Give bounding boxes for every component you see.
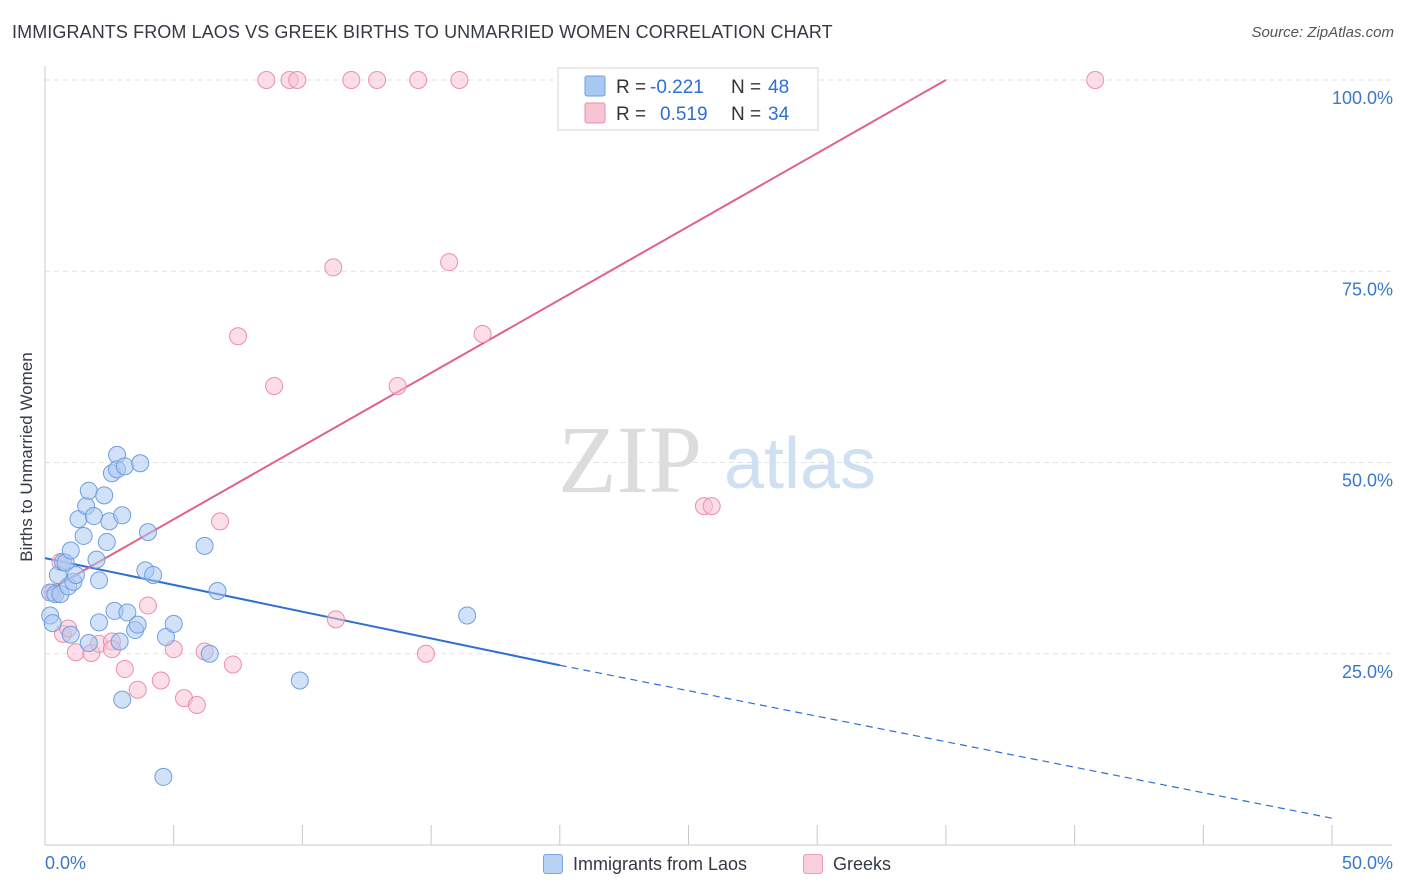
legend-swatch-greeks [584, 102, 606, 124]
point-greeks [211, 512, 230, 531]
point-greeks [473, 324, 492, 343]
point-laos [90, 613, 109, 632]
legend-n-value-greeks: 34 [768, 104, 790, 125]
point-greeks [223, 655, 242, 674]
bottom-legend-label-laos: Immigrants from Laos [573, 853, 748, 874]
axis-layer [44, 66, 1392, 846]
point-laos [84, 507, 103, 526]
legend-r-value-greeks: 0.519 [660, 104, 708, 125]
point-greeks [115, 660, 134, 679]
point-laos [87, 550, 106, 569]
legend-n-label-greeks: N = [731, 104, 761, 125]
point-laos [208, 582, 227, 601]
point-laos [95, 486, 114, 505]
bottom-legend-greeks: Greeks [803, 852, 891, 876]
chart-source: Source: ZipAtlas.com [1251, 24, 1394, 41]
trend-line-laos [44, 557, 561, 667]
point-laos [97, 533, 116, 552]
point-laos [458, 606, 477, 625]
point-laos [61, 541, 80, 560]
legend-swatch-laos [584, 75, 606, 97]
point-laos [138, 523, 157, 542]
point-laos [74, 526, 93, 545]
watermark-zip: ZIP [558, 406, 702, 513]
points-layer [41, 71, 1105, 786]
point-greeks [440, 253, 459, 272]
trend-line-greeks [44, 79, 947, 594]
point-greeks [187, 696, 206, 715]
x-tick-label-max: 50.0% [1342, 853, 1393, 873]
y-tick-label: 75.0% [1342, 279, 1393, 299]
legend-r-label-greeks: R = [616, 104, 646, 125]
point-laos [131, 454, 150, 473]
trend-line-laos-extrapolated [559, 664, 1333, 819]
point-greeks [229, 327, 248, 346]
point-greeks [128, 680, 147, 699]
point-laos [195, 536, 214, 555]
point-greeks [151, 671, 170, 690]
point-laos [200, 644, 219, 663]
point-laos [144, 565, 163, 584]
point-laos [90, 571, 109, 590]
point-laos [79, 481, 98, 500]
bottom-legend-swatch-laos [543, 854, 563, 874]
point-greeks [138, 596, 157, 615]
legend-r-label-laos: R = [616, 77, 646, 98]
point-greeks [702, 497, 721, 516]
point-laos [66, 565, 85, 584]
y-tick-label: 25.0% [1342, 662, 1393, 682]
point-laos [164, 614, 183, 633]
point-greeks [409, 71, 428, 89]
point-greeks [324, 258, 343, 277]
point-laos [128, 615, 147, 634]
stats-legend: R = -0.221 N = 48 R = 0.519 N = 34 [557, 67, 819, 131]
point-greeks [257, 71, 276, 89]
y-tick-label: 100.0% [1332, 88, 1393, 108]
point-laos [290, 671, 309, 690]
point-greeks [450, 71, 469, 89]
point-greeks [326, 610, 345, 629]
point-laos [43, 614, 62, 633]
bottom-legend-label-greeks: Greeks [833, 853, 892, 874]
bottom-legend-laos: Immigrants from Laos [543, 852, 747, 876]
tick-layer: 25.0% 50.0% 75.0% 100.0% 0.0% 50.0% [45, 88, 1393, 873]
legend-n-label-laos: N = [731, 77, 761, 98]
point-greeks [416, 644, 435, 663]
point-laos [115, 457, 134, 476]
point-greeks [342, 71, 361, 89]
legend-r-value-laos: -0.221 [650, 77, 704, 98]
point-laos [61, 625, 80, 644]
point-greeks [265, 377, 284, 395]
chart-title: IMMIGRANTS FROM LAOS VS GREEK BIRTHS TO … [12, 22, 833, 42]
trend-layer [44, 79, 1333, 819]
bottom-legend-swatch-greeks [803, 854, 823, 874]
point-laos [118, 603, 137, 622]
y-tick-label: 50.0% [1342, 471, 1393, 491]
point-laos [79, 634, 98, 653]
point-greeks [368, 71, 387, 89]
point-laos [113, 690, 132, 709]
grid-layer [45, 79, 1392, 655]
point-greeks [1086, 71, 1105, 89]
point-greeks [288, 71, 307, 89]
point-laos [154, 767, 173, 786]
point-greeks [388, 377, 407, 395]
point-laos [113, 506, 132, 525]
x-tick-label-min: 0.0% [45, 853, 86, 873]
watermark-atlas: atlas [724, 424, 876, 504]
legend-n-value-laos: 48 [768, 77, 789, 98]
point-laos [110, 632, 129, 651]
